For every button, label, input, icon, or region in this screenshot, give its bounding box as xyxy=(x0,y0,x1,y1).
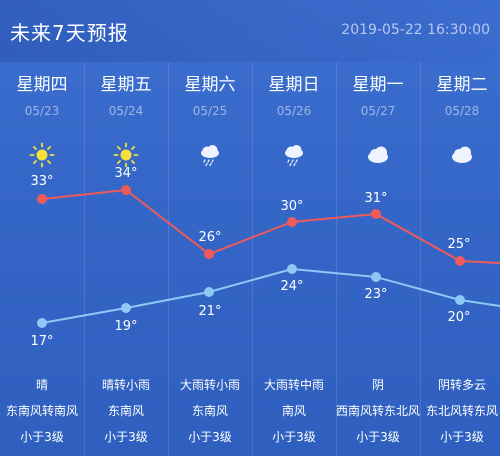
weather-condition: 晴转小雨 xyxy=(101,378,150,392)
weather-condition: 晴 xyxy=(35,378,48,392)
wind-level: 小于3级 xyxy=(440,430,484,444)
low-temp-label: 20° xyxy=(447,310,471,325)
day-column[interactable]: 星期四 05/23 33° 17° 晴 东南风转南风 小于3级 xyxy=(0,62,84,456)
header-bar: 未来7天预报 2019-05-22 16:30:00 xyxy=(0,0,500,62)
wind-direction: 东南风 xyxy=(107,404,144,418)
wind-direction: 东北风转东风 xyxy=(425,404,498,418)
high-temp-label: 25° xyxy=(447,237,471,252)
low-temp-point xyxy=(121,303,131,313)
rain-icon xyxy=(201,145,219,167)
wind-direction: 南风 xyxy=(281,404,306,418)
weather-condition: 大雨转中雨 xyxy=(263,378,324,392)
day-date: 05/28 xyxy=(444,104,480,118)
high-temp-point xyxy=(287,217,297,227)
wind-level: 小于3级 xyxy=(356,430,400,444)
day-date: 05/26 xyxy=(276,104,312,118)
weather-condition: 阴 xyxy=(371,378,384,392)
day-date: 05/27 xyxy=(360,104,396,118)
low-temp-point xyxy=(371,272,381,282)
wind-level: 小于3级 xyxy=(104,430,148,444)
low-temp-label: 21° xyxy=(198,304,222,319)
day-date: 05/24 xyxy=(108,104,144,118)
low-temp-point xyxy=(455,295,465,305)
low-temp-label: 23° xyxy=(364,287,388,302)
day-column[interactable]: 星期日 05/26 30° 24° 大雨转中雨 南风 小于3级 xyxy=(252,62,336,456)
high-temp-point xyxy=(455,256,465,266)
wind-direction: 西南风转东北风 xyxy=(335,404,420,418)
wind-direction: 东南风转南风 xyxy=(5,404,78,418)
day-date: 05/23 xyxy=(24,104,60,118)
day-column[interactable]: 星期五 05/24 34° 19° 晴转小雨 东南风 小于3级 xyxy=(84,62,168,456)
low-temp-label: 19° xyxy=(114,319,138,334)
high-temp-point xyxy=(37,194,47,204)
low-temp-label: 24° xyxy=(280,279,304,294)
column-divider xyxy=(252,62,253,456)
day-name: 星期五 xyxy=(100,75,152,95)
weather-condition: 阴转多云 xyxy=(437,378,486,392)
wind-direction: 东南风 xyxy=(191,404,228,418)
day-name: 星期日 xyxy=(268,75,320,95)
high-temp-label: 26° xyxy=(198,230,222,245)
day-column[interactable]: 星期六 05/25 26° 21° 大雨转小雨 东南风 小于3级 xyxy=(168,62,252,456)
high-temp-label: 30° xyxy=(280,199,304,214)
wind-level: 小于3级 xyxy=(272,430,316,444)
page-title: 未来7天预报 xyxy=(10,21,129,45)
day-column[interactable]: 星期一 05/27 31° 23° 阴 西南风转东北风 小于3级 xyxy=(336,62,420,456)
low-temp-point xyxy=(204,287,214,297)
day-name: 星期六 xyxy=(184,75,236,95)
wind-level: 小于3级 xyxy=(188,430,232,444)
weather-condition: 大雨转小雨 xyxy=(179,378,240,392)
day-date: 05/25 xyxy=(192,104,228,118)
column-divider xyxy=(336,62,337,456)
low-temp-point xyxy=(287,264,297,274)
day-name: 星期四 xyxy=(16,75,68,95)
cloud-icon xyxy=(452,146,472,163)
rain-icon xyxy=(285,145,303,167)
sun-icon xyxy=(29,142,55,168)
cloud-icon xyxy=(368,146,388,163)
high-temp-point xyxy=(121,185,131,195)
day-name: 星期二 xyxy=(436,75,488,95)
day-name: 星期一 xyxy=(352,75,404,95)
column-divider xyxy=(84,62,85,456)
day-column[interactable]: 星期二 05/28 25° 20° 阴转多云 东北风转东风 小于3级 xyxy=(420,62,500,456)
high-temp-label: 33° xyxy=(30,174,54,189)
high-temp-label: 31° xyxy=(364,191,388,206)
high-temp-point xyxy=(371,209,381,219)
high-temp-point xyxy=(204,249,214,259)
sun-icon xyxy=(113,142,139,168)
column-divider xyxy=(168,62,169,456)
column-divider xyxy=(420,62,421,456)
high-temp-label: 34° xyxy=(114,166,138,181)
wind-level: 小于3级 xyxy=(20,430,64,444)
low-temp-point xyxy=(37,318,47,328)
update-timestamp: 2019-05-22 16:30:00 xyxy=(341,22,490,38)
low-temp-label: 17° xyxy=(30,334,54,349)
